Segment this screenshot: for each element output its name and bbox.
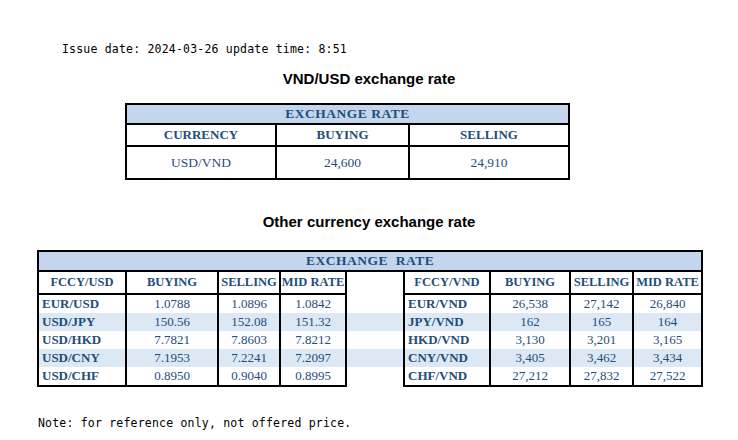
table-row: USD/CHF 0.8950 0.9040 0.8995 CHF/VND 27,… bbox=[38, 367, 702, 386]
cell-midrate: 7.2097 bbox=[280, 349, 346, 367]
cell-selling: 0.9040 bbox=[218, 367, 280, 386]
section-title-usd: VND/USD exchange rate bbox=[0, 70, 738, 87]
cell-midrate: 3,434 bbox=[633, 349, 702, 367]
table-header-row: CURRENCY BUYING SELLING bbox=[126, 124, 569, 146]
table-row: EUR/USD 1.0788 1.0896 1.0842 EUR/VND 26,… bbox=[38, 294, 702, 313]
column-header-midrate-right: MID RATE bbox=[633, 271, 702, 294]
cell-pair: USD/CNY bbox=[38, 349, 126, 367]
cell-pair: CNY/VND bbox=[404, 349, 490, 367]
cell-pair: JPY/VND bbox=[404, 313, 490, 331]
cell-selling: 3,201 bbox=[570, 331, 633, 349]
column-header-midrate-left: MID RATE bbox=[280, 271, 346, 294]
gap-column bbox=[346, 271, 404, 294]
cell-midrate: 151.32 bbox=[280, 313, 346, 331]
table-row: USD/JPY 150.56 152.08 151.32 JPY/VND 162… bbox=[38, 313, 702, 331]
cell-pair: USD/HKD bbox=[38, 331, 126, 349]
column-header-selling-left: SELLING bbox=[218, 271, 280, 294]
cell-buying: 0.8950 bbox=[126, 367, 218, 386]
section-title-other: Other currency exchange rate bbox=[0, 213, 738, 230]
table-title-row: EXCHANGE RATE bbox=[38, 251, 702, 271]
column-header-fccy-vnd: FCCY/VND bbox=[404, 271, 490, 294]
note-line: Note: for reference only, not offered pr… bbox=[38, 416, 351, 430]
cell-selling: 1.0896 bbox=[218, 294, 280, 313]
cell-selling: 165 bbox=[570, 313, 633, 331]
cell-currency-pair: USD/VND bbox=[126, 146, 276, 179]
cell-midrate: 7.8212 bbox=[280, 331, 346, 349]
gap-column bbox=[346, 349, 404, 367]
usd-vnd-rate-table: EXCHANGE RATE CURRENCY BUYING SELLING US… bbox=[125, 103, 570, 180]
table-header-row: FCCY/USD BUYING SELLING MID RATE FCCY/VN… bbox=[38, 271, 702, 294]
table-title: EXCHANGE RATE bbox=[126, 104, 569, 124]
gap-column bbox=[346, 313, 404, 331]
gap-column bbox=[346, 367, 404, 386]
cell-pair: HKD/VND bbox=[404, 331, 490, 349]
gap-column bbox=[346, 331, 404, 349]
column-header-buying-left: BUYING bbox=[126, 271, 218, 294]
cell-pair: USD/CHF bbox=[38, 367, 126, 386]
cell-selling: 3,462 bbox=[570, 349, 633, 367]
cell-selling: 27,142 bbox=[570, 294, 633, 313]
other-currency-rate-table: EXCHANGE RATE FCCY/USD BUYING SELLING MI… bbox=[37, 250, 703, 387]
table-row: USD/CNY 7.1953 7.2241 7.2097 CNY/VND 3,4… bbox=[38, 349, 702, 367]
cell-buying: 1.0788 bbox=[126, 294, 218, 313]
cell-selling: 7.8603 bbox=[218, 331, 280, 349]
table-title: EXCHANGE RATE bbox=[38, 251, 702, 271]
cell-selling: 152.08 bbox=[218, 313, 280, 331]
cell-midrate: 27,522 bbox=[633, 367, 702, 386]
column-header-buying: BUYING bbox=[276, 124, 409, 146]
cell-buying: 150.56 bbox=[126, 313, 218, 331]
cell-midrate: 0.8995 bbox=[280, 367, 346, 386]
issue-date-line: Issue date: 2024-03-26 update time: 8:51 bbox=[62, 42, 347, 56]
exchange-rate-sheet: Issue date: 2024-03-26 update time: 8:51… bbox=[0, 0, 738, 440]
cell-selling: 27,832 bbox=[570, 367, 633, 386]
column-header-selling: SELLING bbox=[409, 124, 569, 146]
cell-buying-rate: 24,600 bbox=[276, 146, 409, 179]
cell-midrate: 164 bbox=[633, 313, 702, 331]
cell-pair: CHF/VND bbox=[404, 367, 490, 386]
cell-pair: EUR/USD bbox=[38, 294, 126, 313]
cell-buying: 26,538 bbox=[490, 294, 570, 313]
cell-buying: 7.1953 bbox=[126, 349, 218, 367]
cell-pair: USD/JPY bbox=[38, 313, 126, 331]
table-title-row: EXCHANGE RATE bbox=[126, 104, 569, 124]
column-header-selling-right: SELLING bbox=[570, 271, 633, 294]
cell-midrate: 3,165 bbox=[633, 331, 702, 349]
cell-midrate: 1.0842 bbox=[280, 294, 346, 313]
column-header-buying-right: BUYING bbox=[490, 271, 570, 294]
cell-buying: 3,405 bbox=[490, 349, 570, 367]
cell-selling-rate: 24,910 bbox=[409, 146, 569, 179]
table-row: USD/VND 24,600 24,910 bbox=[126, 146, 569, 179]
cell-buying: 162 bbox=[490, 313, 570, 331]
cell-buying: 3,130 bbox=[490, 331, 570, 349]
cell-pair: EUR/VND bbox=[404, 294, 490, 313]
column-header-fccy-usd: FCCY/USD bbox=[38, 271, 126, 294]
cell-selling: 7.2241 bbox=[218, 349, 280, 367]
cell-midrate: 26,840 bbox=[633, 294, 702, 313]
column-header-currency: CURRENCY bbox=[126, 124, 276, 146]
gap-column bbox=[346, 294, 404, 313]
table-row: USD/HKD 7.7821 7.8603 7.8212 HKD/VND 3,1… bbox=[38, 331, 702, 349]
cell-buying: 7.7821 bbox=[126, 331, 218, 349]
cell-buying: 27,212 bbox=[490, 367, 570, 386]
